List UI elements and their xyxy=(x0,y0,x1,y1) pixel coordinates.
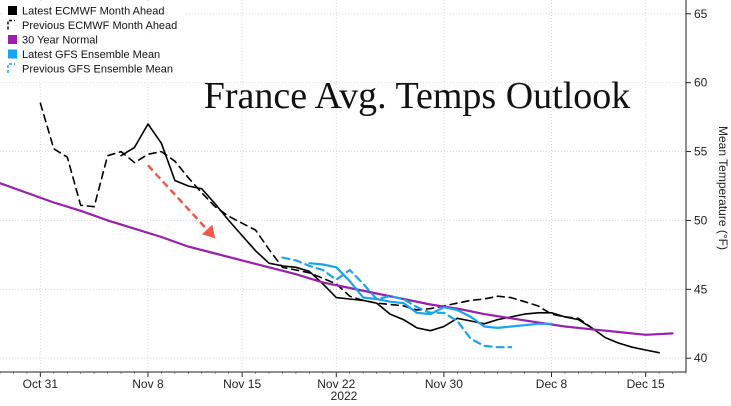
legend-background xyxy=(2,2,184,82)
series-line-previous-gfs-ensemble-mean xyxy=(281,256,513,349)
legend-swatch-previous-ecmwf-month-ahead xyxy=(7,19,15,30)
legend-label-previous-ecmwf-month-ahead: Previous ECMWF Month Ahead xyxy=(22,20,177,32)
legend: Latest ECMWF Month Ahead Previous ECMWF M… xyxy=(2,2,184,82)
axes: 40 45 50 55 60 65 Oct 31 Nov 8 Nov 15 Nov 22 Nov 3… xyxy=(0,0,708,391)
legend-swatch-previous-gfs-ensemble-mean xyxy=(7,63,15,73)
legend-label-latest-gfs-ensemble-mean: Latest GFS Ensemble Mean xyxy=(22,49,160,61)
x-tick-label-nov-8: Nov 8 xyxy=(132,377,164,391)
x-tick-label-dec-8: Dec 8 xyxy=(536,377,568,391)
x-tick-label-dec-15: Dec 15 xyxy=(627,377,665,391)
y-tick-label-65: 65 xyxy=(694,7,708,21)
series-line-latest-gfs-ensemble-mean xyxy=(308,262,553,329)
x-tick-label-nov-15: Nov 15 xyxy=(223,377,261,391)
legend-swatch-latest-gfs-ensemble-mean xyxy=(8,49,17,59)
legend-label-latest-ecmwf-month-ahead: Latest ECMWF Month Ahead xyxy=(22,6,164,18)
x-tick-label-nov-22: Nov 22 xyxy=(317,377,355,391)
series-layer xyxy=(0,102,674,354)
annotation-layer xyxy=(147,164,217,240)
series-line-30-year-normal xyxy=(0,182,674,336)
chart-title: France Avg. Temps Outlook xyxy=(204,75,631,117)
y-tick-label-60: 60 xyxy=(694,76,708,90)
x-tick-label-oct-31: Oct 31 xyxy=(23,377,59,391)
legend-label-30-year-normal: 30 Year Normal xyxy=(22,35,98,47)
y-axis-title: Mean Temperature (°F) xyxy=(716,126,730,250)
year-label: 2022 xyxy=(331,389,358,403)
legend-label-previous-gfs-ensemble-mean: Previous GFS Ensemble Mean xyxy=(22,64,173,76)
x-tick-label-nov-30: Nov 30 xyxy=(425,377,463,391)
y-tick-label-45: 45 xyxy=(694,282,708,296)
annotation-arrow-head xyxy=(201,224,216,239)
y-tick-label-50: 50 xyxy=(694,213,708,227)
y-tick-label-40: 40 xyxy=(694,351,708,365)
grid xyxy=(0,0,686,372)
legend-swatch-30-year-normal xyxy=(8,35,17,44)
annotation-arrow-shaft xyxy=(147,164,217,240)
y-tick-label-55: 55 xyxy=(694,145,708,159)
series-line-previous-ecmwf-month-ahead xyxy=(39,102,593,329)
legend-swatch-latest-ecmwf-month-ahead xyxy=(8,6,17,15)
